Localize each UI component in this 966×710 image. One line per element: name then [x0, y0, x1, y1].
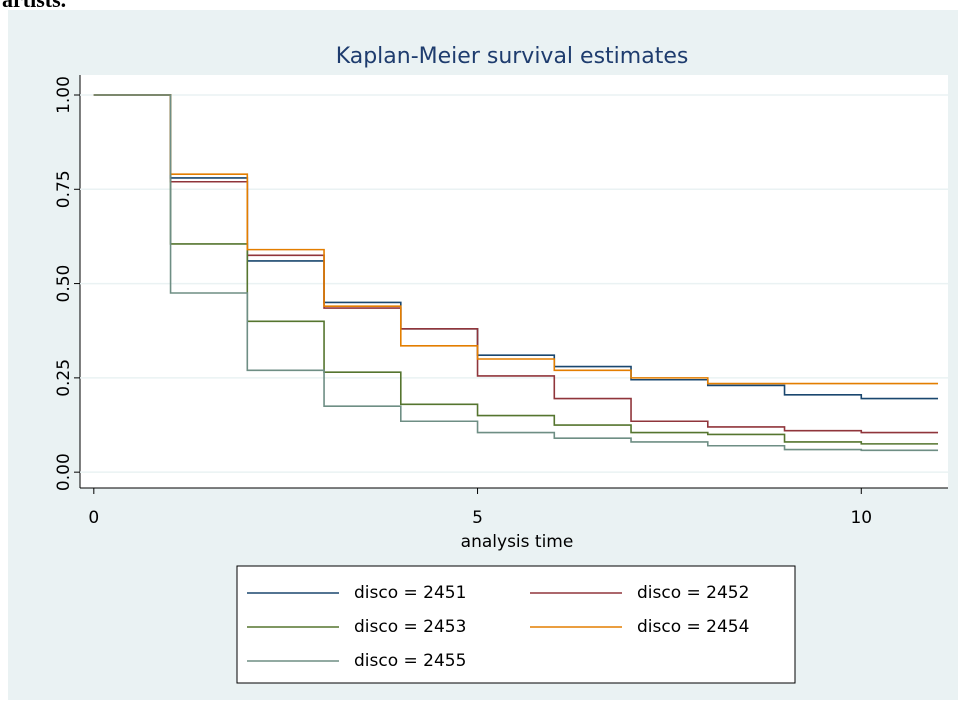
plot-area	[80, 75, 948, 488]
legend-label: disco = 2455	[354, 651, 466, 671]
y-tick-label: 0.00	[54, 453, 74, 491]
legend-label: disco = 2451	[354, 583, 466, 603]
y-tick-label: 0.50	[54, 265, 74, 303]
legend-label: disco = 2453	[354, 617, 466, 637]
x-axis-title: analysis time	[461, 532, 574, 552]
legend-label: disco = 2452	[637, 583, 749, 603]
x-tick-label: 10	[850, 508, 872, 528]
x-tick-label: 5	[472, 508, 483, 528]
chart-title: Kaplan-Meier survival estimates	[336, 44, 689, 69]
caption: artists.	[2, 0, 66, 12]
x-tick-label: 0	[88, 508, 99, 528]
y-tick-label: 0.75	[54, 170, 74, 208]
survival-line	[93, 94, 939, 452]
legend	[236, 565, 796, 684]
survival-line	[93, 94, 939, 385]
y-tick-label: 0.25	[54, 359, 74, 397]
y-tick-label: 1.00	[54, 76, 74, 114]
survival-line	[93, 94, 939, 445]
legend-label: disco = 2454	[637, 617, 749, 637]
